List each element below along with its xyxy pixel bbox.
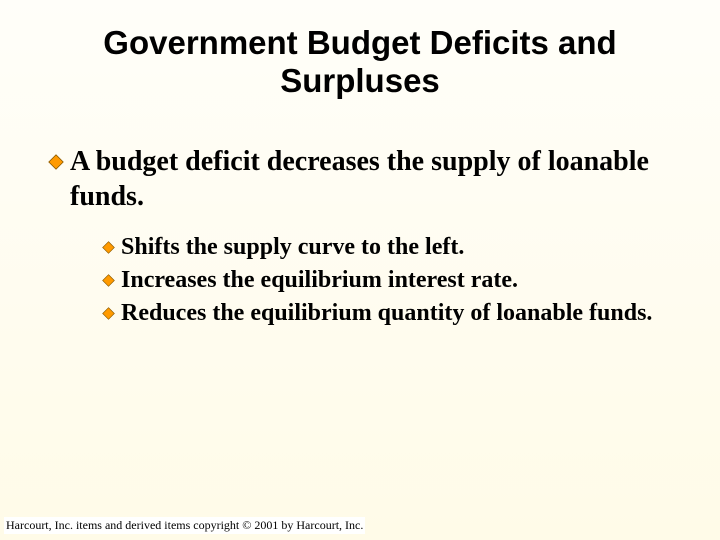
slide-title: Government Budget Deficits and Surpluses	[40, 24, 680, 100]
list-item: Shifts the supply curve to the left.	[102, 232, 680, 263]
bullet-level1: A budget deficit decreases the supply of…	[48, 144, 680, 214]
list-item: Increases the equilibrium interest rate.	[102, 265, 680, 296]
diamond-bullet-icon	[48, 154, 64, 170]
bullet-level2-list: Shifts the supply curve to the left. Inc…	[102, 232, 680, 330]
level1-text: A budget deficit decreases the supply of…	[70, 146, 649, 212]
level2-text: Shifts the supply curve to the left.	[121, 232, 680, 263]
copyright-footer: Harcourt, Inc. items and derived items c…	[4, 517, 365, 534]
diamond-bullet-icon	[102, 274, 115, 287]
diamond-bullet-icon	[102, 241, 115, 254]
level2-text: Reduces the equilibrium quantity of loan…	[121, 298, 680, 329]
diamond-bullet-icon	[102, 307, 115, 320]
list-item: Reduces the equilibrium quantity of loan…	[102, 298, 680, 329]
level2-text: Increases the equilibrium interest rate.	[121, 265, 680, 296]
slide: Government Budget Deficits and Surpluses…	[0, 0, 720, 540]
